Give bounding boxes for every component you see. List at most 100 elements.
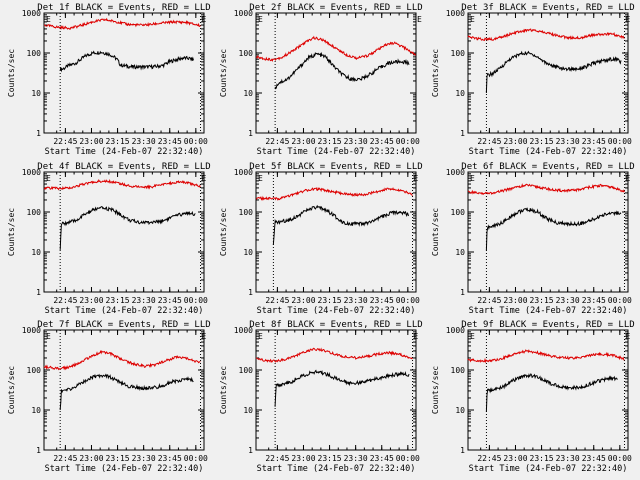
x-tick-label: 23:30 bbox=[556, 296, 580, 305]
x-axis-label: Start Time (24-Feb-07 22:32:40) bbox=[45, 306, 204, 316]
x-tick-label: 00:00 bbox=[184, 296, 208, 305]
x-tick-label: 00:00 bbox=[608, 296, 632, 305]
chart-title: Det 3f BLACK = Events, RED = LLD bbox=[461, 3, 634, 13]
x-tick-label: 23:45 bbox=[582, 454, 606, 463]
lld-series-line bbox=[43, 17, 201, 31]
chart-title: Det 5f BLACK = Events, RED = LLD bbox=[249, 162, 422, 172]
x-tick-label: 23:45 bbox=[370, 454, 394, 463]
event-marker-label: E bbox=[414, 174, 419, 183]
y-tick-label: 1 bbox=[36, 288, 41, 297]
x-tick-label: 23:15 bbox=[318, 137, 342, 146]
chart-title: Det 4f BLACK = Events, RED = LLD bbox=[37, 162, 210, 172]
chart-title: Det 9f BLACK = Events, RED = LLD bbox=[461, 320, 634, 330]
event-marker-label: E bbox=[258, 15, 263, 24]
x-tick-label: 23:00 bbox=[291, 296, 315, 305]
x-tick-label: 22:45 bbox=[265, 296, 289, 305]
plot-frame bbox=[43, 171, 205, 293]
y-tick-label: 10 bbox=[243, 89, 253, 98]
x-tick-label: 23:30 bbox=[344, 296, 368, 305]
x-tick-label: 22:45 bbox=[53, 454, 77, 463]
x-tick-label: 00:00 bbox=[608, 137, 632, 146]
event-marker-label: E bbox=[202, 174, 207, 183]
plot-frame bbox=[467, 171, 629, 293]
x-tick-label: 22:45 bbox=[53, 137, 77, 146]
x-axis-label: Start Time (24-Feb-07 22:32:40) bbox=[257, 147, 416, 157]
y-axis-label: Counts/sec bbox=[431, 366, 440, 414]
chart-panel: Det 6f BLACK = Events, RED = LLD 1 10 100 10… bbox=[431, 162, 635, 316]
event-marker-label: E bbox=[202, 332, 207, 341]
y-tick-label: 10 bbox=[455, 406, 465, 415]
y-tick-label: 100 bbox=[239, 49, 254, 58]
events-series-line bbox=[59, 373, 194, 410]
x-tick-label: 00:00 bbox=[396, 296, 420, 305]
x-tick-label: 22:45 bbox=[477, 137, 501, 146]
x-axis-label: Start Time (24-Feb-07 22:32:40) bbox=[469, 464, 628, 474]
x-axis-label: Start Time (24-Feb-07 22:32:40) bbox=[45, 147, 204, 157]
x-tick-label: 23:45 bbox=[370, 296, 394, 305]
y-tick-label: 10 bbox=[455, 248, 465, 257]
y-tick-label: 1000 bbox=[22, 168, 41, 177]
y-tick-label: 100 bbox=[27, 366, 42, 375]
events-series-line bbox=[485, 372, 618, 412]
y-tick-label: 10 bbox=[455, 89, 465, 98]
plot-frame bbox=[467, 329, 629, 451]
y-axis-label: Counts/sec bbox=[431, 49, 440, 97]
y-tick-label: 1 bbox=[460, 446, 465, 455]
y-tick-label: 1000 bbox=[234, 326, 253, 335]
y-tick-label: 100 bbox=[27, 208, 42, 217]
event-marker-label: E bbox=[417, 15, 422, 24]
x-tick-label: 23:15 bbox=[106, 454, 130, 463]
x-axis-label: Start Time (24-Feb-07 22:32:40) bbox=[257, 464, 416, 474]
lld-series-line bbox=[43, 349, 201, 371]
y-tick-label: 1000 bbox=[446, 326, 465, 335]
x-tick-label: 00:00 bbox=[184, 137, 208, 146]
event-marker-label: E bbox=[202, 15, 207, 24]
y-tick-label: 100 bbox=[451, 49, 466, 58]
y-tick-label: 10 bbox=[31, 406, 41, 415]
events-series-line bbox=[59, 206, 196, 250]
y-tick-label: 10 bbox=[31, 89, 41, 98]
x-tick-label: 23:30 bbox=[556, 137, 580, 146]
y-tick-label: 1000 bbox=[234, 9, 253, 18]
chart-panel: Det 1f BLACK = Events, RED = LLD 1 10 100 10… bbox=[7, 3, 211, 157]
y-axis-label: Counts/sec bbox=[7, 208, 16, 256]
events-series-line bbox=[274, 369, 410, 407]
x-tick-label: 23:45 bbox=[158, 137, 182, 146]
lld-series-line bbox=[467, 28, 625, 42]
y-tick-label: 1000 bbox=[234, 168, 253, 177]
x-tick-label: 23:15 bbox=[318, 454, 342, 463]
y-tick-label: 100 bbox=[239, 366, 254, 375]
y-tick-label: 10 bbox=[31, 248, 41, 257]
y-tick-label: 10 bbox=[243, 406, 253, 415]
x-tick-label: 23:15 bbox=[106, 296, 130, 305]
chart-title: Det 8f BLACK = Events, RED = LLD bbox=[249, 320, 422, 330]
y-axis-label: Counts/sec bbox=[431, 208, 440, 256]
chart-panel: Det 9f BLACK = Events, RED = LLD 1 10 100 10… bbox=[431, 320, 635, 474]
event-marker-label: E bbox=[626, 174, 631, 183]
x-axis-label: Start Time (24-Feb-07 22:32:40) bbox=[469, 306, 628, 316]
chart-title: Det 1f BLACK = Events, RED = LLD bbox=[37, 3, 210, 13]
y-axis-label: Counts/sec bbox=[219, 49, 228, 97]
x-tick-label: 23:30 bbox=[344, 454, 368, 463]
x-tick-label: 23:00 bbox=[79, 137, 103, 146]
y-tick-label: 1 bbox=[36, 446, 41, 455]
chart-panel: Det 8f BLACK = Events, RED = LLD 1 10 100 10… bbox=[219, 320, 423, 474]
plot-frame bbox=[43, 12, 205, 134]
y-axis-label: Counts/sec bbox=[7, 49, 16, 97]
event-marker-label: E bbox=[46, 15, 51, 24]
event-marker-label: E bbox=[626, 15, 631, 24]
x-tick-label: 22:45 bbox=[265, 137, 289, 146]
events-series-line bbox=[272, 204, 409, 245]
x-tick-label: 00:00 bbox=[608, 454, 632, 463]
x-tick-label: 23:00 bbox=[79, 454, 103, 463]
y-axis-label: Counts/sec bbox=[7, 366, 16, 414]
x-tick-label: 22:45 bbox=[477, 454, 501, 463]
x-tick-label: 23:30 bbox=[132, 296, 156, 305]
x-tick-label: 23:00 bbox=[291, 137, 315, 146]
y-tick-label: 1000 bbox=[446, 9, 465, 18]
chart-panel: Det 4f BLACK = Events, RED = LLD 1 10 100 10… bbox=[7, 162, 211, 316]
y-tick-label: 1 bbox=[248, 129, 253, 138]
plot-frame bbox=[43, 329, 205, 451]
event-marker-label: E bbox=[414, 332, 419, 341]
